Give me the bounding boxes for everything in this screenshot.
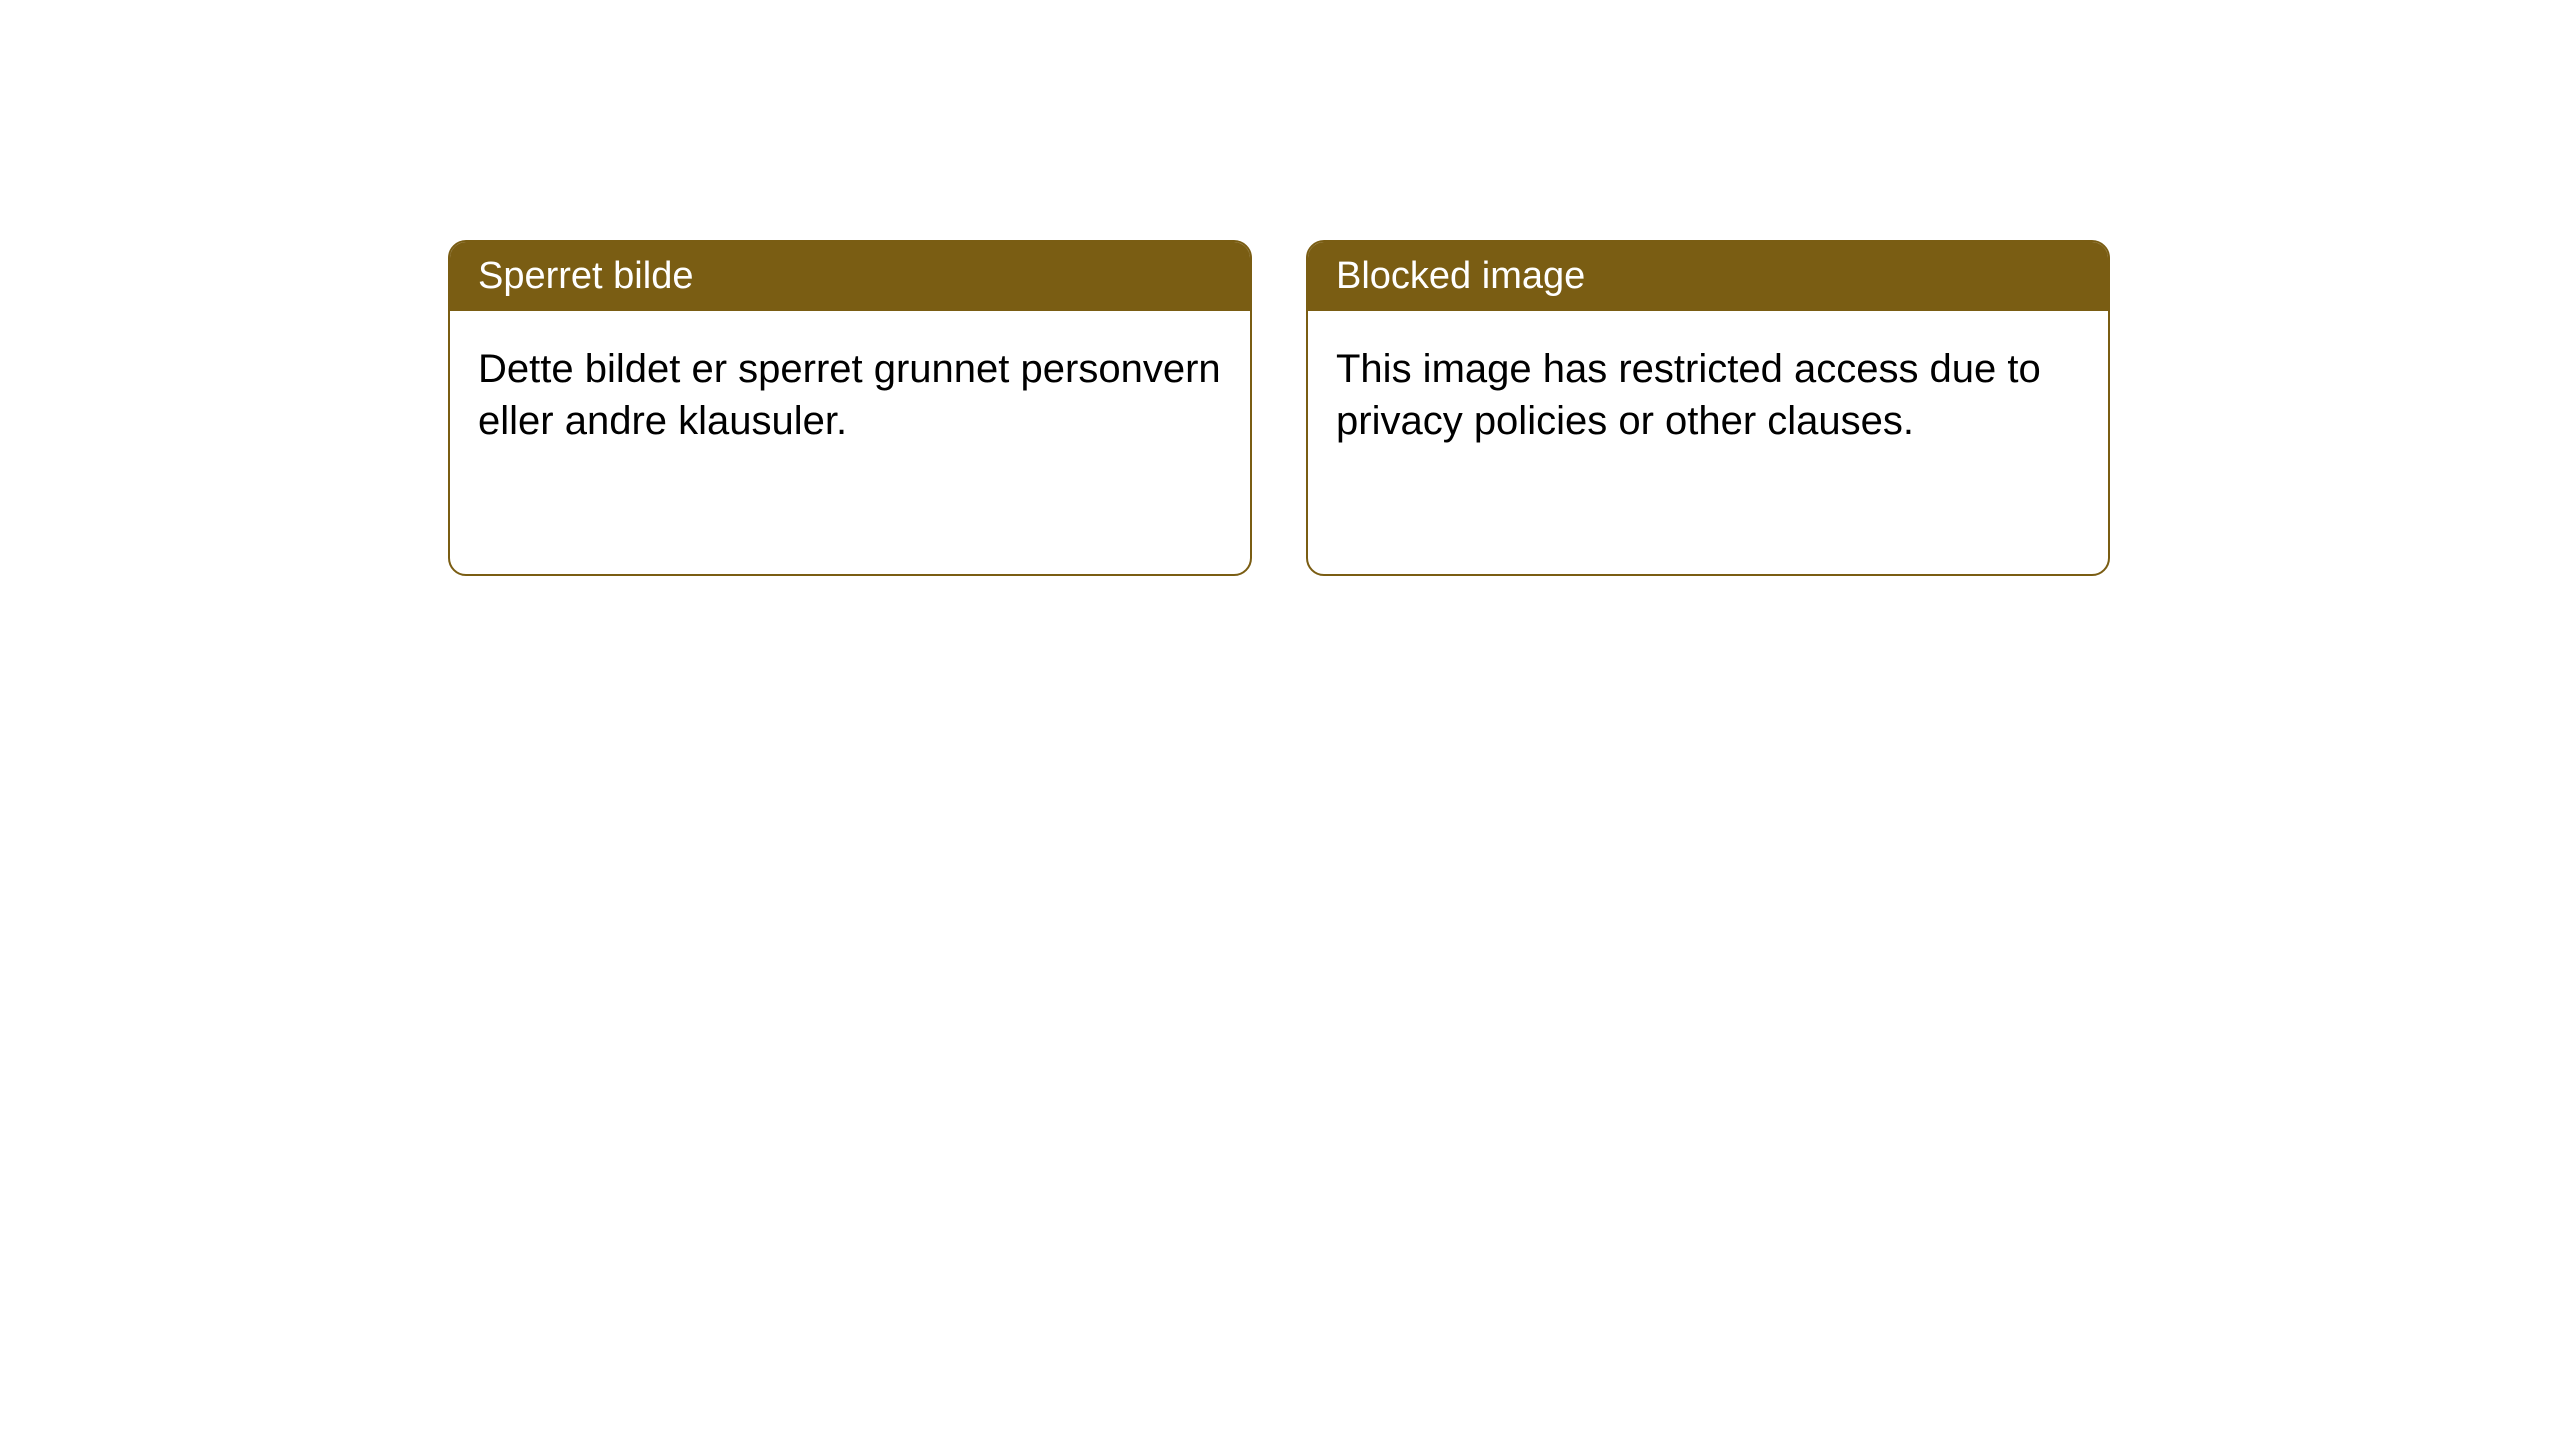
card-body: Dette bildet er sperret grunnet personve… <box>450 311 1250 479</box>
card-header: Blocked image <box>1308 242 2108 311</box>
card-title: Blocked image <box>1336 255 1585 297</box>
blocked-image-card-no: Sperret bilde Dette bildet er sperret gr… <box>448 240 1252 576</box>
card-header: Sperret bilde <box>450 242 1250 311</box>
card-message: This image has restricted access due to … <box>1336 347 2041 443</box>
card-body: This image has restricted access due to … <box>1308 311 2108 479</box>
notice-container: Sperret bilde Dette bildet er sperret gr… <box>0 0 2560 576</box>
card-title: Sperret bilde <box>478 255 693 297</box>
blocked-image-card-en: Blocked image This image has restricted … <box>1306 240 2110 576</box>
card-message: Dette bildet er sperret grunnet personve… <box>478 347 1221 443</box>
